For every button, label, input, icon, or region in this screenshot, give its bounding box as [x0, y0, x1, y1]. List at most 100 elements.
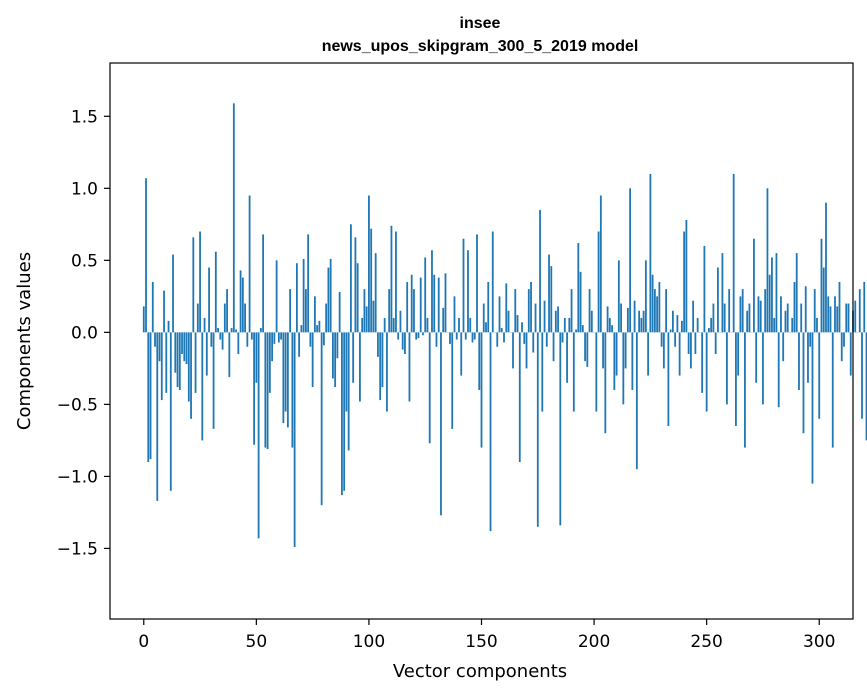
- bar-43: [239, 270, 242, 333]
- bar-145: [469, 317, 472, 333]
- bar-31: [212, 332, 215, 429]
- bar-289: [793, 281, 796, 333]
- bar-1: [145, 178, 147, 333]
- bar-11: [167, 320, 170, 333]
- bar-140: [458, 317, 460, 333]
- bar-82: [327, 267, 330, 333]
- bar-60: [277, 332, 280, 343]
- bar-4: [151, 281, 154, 333]
- bar-123: [419, 277, 422, 333]
- bar-182: [552, 332, 555, 362]
- bar-253: [712, 303, 715, 333]
- bar-66: [291, 332, 294, 448]
- bar-50: [255, 332, 258, 383]
- bar-321: [865, 332, 867, 441]
- bar-264: [737, 332, 740, 376]
- bar-6: [156, 332, 159, 501]
- bar-100: [368, 195, 370, 333]
- bar-299: [816, 317, 818, 333]
- x-tick-label: 200: [578, 632, 610, 652]
- bar-254: [714, 332, 717, 354]
- bar-14: [174, 332, 177, 373]
- bar-116: [404, 332, 406, 354]
- bar-15: [176, 332, 179, 388]
- bar-303: [825, 202, 827, 333]
- bar-178: [543, 300, 546, 333]
- bar-132: [440, 332, 442, 516]
- bar-53: [262, 234, 264, 333]
- bar-282: [777, 332, 780, 408]
- bar-29: [208, 267, 210, 333]
- bar-184: [557, 306, 559, 333]
- bar-143: [464, 332, 467, 340]
- bar-233: [667, 332, 670, 426]
- bar-302: [822, 267, 825, 333]
- bar-218: [633, 300, 636, 333]
- bar-18: [183, 332, 186, 362]
- bar-307: [834, 296, 836, 333]
- bar-304: [827, 296, 830, 333]
- bar-17: [181, 332, 183, 354]
- bar-97: [361, 317, 364, 333]
- bar-191: [572, 332, 575, 412]
- bar-24: [196, 303, 199, 333]
- bar-271: [753, 238, 755, 333]
- bar-212: [620, 303, 622, 333]
- bar-263: [735, 332, 737, 426]
- bar-210: [615, 332, 618, 376]
- bar-223: [644, 260, 647, 333]
- bar-228: [656, 296, 659, 333]
- bar-90: [345, 332, 348, 412]
- bar-34: [219, 332, 222, 340]
- bar-58: [273, 332, 276, 344]
- bar-104: [377, 332, 379, 357]
- bar-22: [192, 237, 195, 333]
- bar-55: [266, 332, 269, 450]
- bar-202: [597, 231, 600, 333]
- bar-216: [629, 188, 631, 333]
- bar-295: [807, 332, 809, 383]
- x-axis-label: Vector components: [393, 661, 567, 682]
- bar-134: [444, 273, 447, 333]
- bar-244: [692, 300, 695, 333]
- bar-155: [491, 231, 494, 333]
- bar-series: [142, 103, 867, 547]
- bar-213: [622, 332, 625, 405]
- bar-114: [399, 310, 402, 333]
- bar-86: [336, 332, 339, 359]
- bar-169: [523, 332, 526, 344]
- bar-5: [154, 332, 156, 347]
- x-tick-label: 50: [246, 632, 268, 652]
- bar-319: [861, 332, 863, 419]
- bar-296: [809, 332, 812, 347]
- bar-64: [286, 332, 289, 428]
- bar-283: [780, 296, 782, 333]
- bar-25: [199, 231, 201, 333]
- bar-262: [732, 173, 735, 333]
- bar-120: [413, 289, 415, 333]
- bar-21: [190, 332, 192, 419]
- bar-168: [521, 322, 523, 333]
- bar-117: [406, 281, 409, 333]
- bar-142: [462, 238, 465, 333]
- bar-74: [309, 332, 312, 347]
- y-tick-label: −0.5: [57, 395, 98, 415]
- x-tick-label: 300: [803, 632, 835, 652]
- bar-129: [433, 274, 436, 333]
- bar-144: [467, 250, 469, 333]
- bar-194: [579, 271, 582, 333]
- bar-183: [554, 310, 557, 333]
- bar-106: [381, 332, 384, 388]
- bar-239: [680, 320, 683, 333]
- bar-215: [626, 307, 629, 333]
- bar-310: [840, 332, 843, 362]
- x-axis-ticks: 0 50 100 150 200 250 300: [138, 619, 835, 652]
- bar-251: [708, 328, 710, 333]
- bar-301: [820, 238, 823, 333]
- bar-203: [599, 195, 602, 333]
- bar-148: [476, 234, 478, 333]
- bar-273: [757, 296, 760, 333]
- bar-78: [318, 320, 321, 333]
- bar-8: [160, 332, 163, 401]
